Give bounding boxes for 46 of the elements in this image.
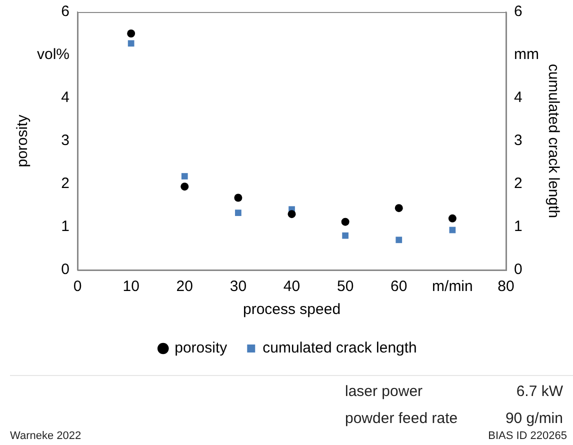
y-tick-label: 2: [61, 175, 70, 192]
x-tick-label: 10: [122, 278, 140, 296]
text: Warneke 2022: [10, 430, 82, 442]
point: [181, 173, 188, 180]
point: [288, 210, 296, 218]
point: [234, 194, 242, 202]
point: [396, 236, 402, 244]
y-axis-title: porosity: [14, 114, 32, 168]
legend-label: cumulated crack length: [262, 340, 417, 357]
x-tick-label: 60: [390, 278, 408, 296]
point: [342, 232, 349, 239]
y-tick-label: vol%: [36, 46, 70, 64]
y2-tick-label: 3: [514, 132, 522, 150]
legend-label: porosity: [174, 340, 228, 357]
point: [394, 204, 403, 212]
y2-tick-label: 4: [514, 89, 522, 106]
y2-tick-label: 0: [514, 261, 522, 278]
y-tick-label: 3: [61, 132, 70, 150]
y-tick-label: 1: [61, 218, 70, 236]
y2-tick-label: mm: [514, 46, 540, 64]
y2-axis-title: cumulated crack length: [544, 64, 562, 218]
point: [235, 210, 242, 216]
y2-tick-label: 6: [514, 3, 522, 20]
text: laser power: [345, 383, 423, 400]
x-tick-label: 20: [176, 278, 193, 296]
point: [341, 218, 350, 226]
x-tick-label: 50: [336, 278, 354, 296]
y-tick-label: 0: [61, 261, 70, 278]
x-tick-label: 40: [283, 278, 300, 296]
x-tick-label: m/min: [432, 278, 473, 296]
point: [180, 182, 189, 191]
y2-tick-label: 2: [514, 175, 522, 192]
x-tick-label: 30: [230, 278, 247, 296]
text: powder feed rate: [345, 410, 458, 427]
y-tick-label: 4: [61, 89, 70, 106]
text: 6.7 kW: [516, 383, 563, 400]
x-axis-title: process speed: [242, 301, 341, 318]
text: 90 g/min: [505, 410, 563, 427]
point: [128, 40, 134, 47]
y-tick-label: 6: [61, 3, 70, 20]
x-tick-label: 80: [498, 278, 514, 296]
text: BIAS ID 220265: [488, 430, 567, 442]
point: [448, 214, 456, 222]
x-tick-label: 0: [73, 278, 82, 296]
point: [127, 30, 136, 38]
y2-tick-label: 1: [514, 218, 522, 236]
